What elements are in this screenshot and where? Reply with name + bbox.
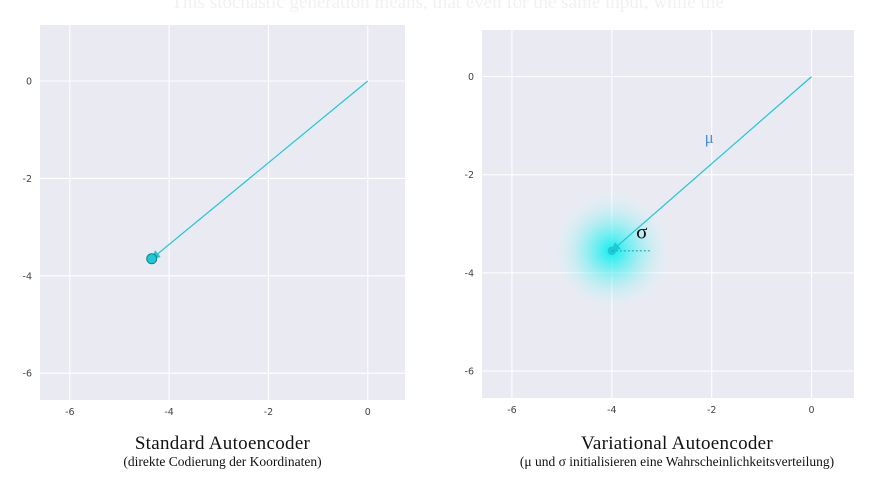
vae-y-tick-label: -6: [465, 367, 474, 378]
vae-x-tick-label: -2: [707, 405, 716, 416]
variational-autoencoder-caption: Variational Autoencoder (μ und σ initial…: [482, 434, 872, 470]
variational-autoencoder-title: Variational Autoencoder: [580, 433, 774, 454]
vae-y-tick-label: -4: [465, 268, 474, 279]
variational-autoencoder-subtitle: (μ und σ initialisieren eine Wahrscheinl…: [519, 454, 835, 469]
standard-autoencoder-plot: -6 -4 -2 0 0 -2 -4 -6: [23, 25, 405, 418]
sae-x-tick-label: 0: [365, 407, 371, 418]
sae-encoding-vector: [151, 80, 369, 260]
vae-mu-label: μ: [705, 128, 714, 147]
variational-autoencoder-plot: -6 -4 -2 0 0 -2 -4 -6 μ σ: [465, 30, 854, 416]
standard-autoencoder-subtitle: (direkte Codierung der Koordinaten): [123, 454, 322, 469]
vae-encoding-vector: [611, 76, 812, 252]
sae-x-tick-label: -2: [264, 407, 273, 418]
vae-y-tick-label: -2: [465, 170, 474, 181]
vae-sigma-label: σ: [636, 220, 647, 244]
sae-x-tick-label: -4: [164, 407, 173, 418]
sae-y-tick-label: -2: [23, 174, 32, 185]
vae-x-tick-label: 0: [809, 405, 815, 416]
vae-x-tick-label: -4: [607, 405, 616, 416]
vae-y-tick-label: 0: [468, 72, 474, 83]
standard-autoencoder-caption: Standard Autoencoder (direkte Codierung …: [40, 434, 405, 470]
sae-plot-area: [40, 25, 405, 400]
vae-x-tick-label: -6: [507, 405, 516, 416]
sae-y-tick-label: -6: [23, 369, 32, 380]
sae-y-tick-label: -4: [23, 271, 32, 282]
sae-y-tick-label: 0: [26, 77, 32, 88]
faded-background-text: This stochastic generation means, that e…: [171, 0, 724, 12]
standard-autoencoder-title: Standard Autoencoder: [134, 433, 311, 454]
sae-x-tick-label: -6: [65, 407, 74, 418]
sae-encoded-point: [146, 253, 158, 265]
vae-plot-area: [482, 30, 854, 398]
